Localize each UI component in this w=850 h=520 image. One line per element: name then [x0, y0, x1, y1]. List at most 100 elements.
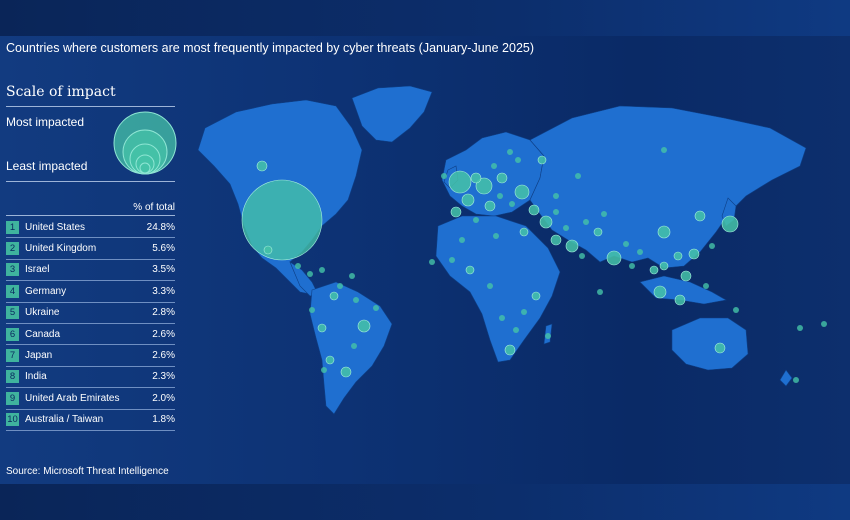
- legend-divider-top: [6, 106, 175, 107]
- bubble-singapore: [653, 285, 667, 299]
- rank-badge: 4: [6, 284, 19, 298]
- source-note: Source: Microsoft Threat Intelligence: [6, 466, 169, 477]
- legend-most-label: Most impacted: [6, 115, 85, 129]
- bubble-brazil: [357, 319, 371, 333]
- bubble-philippines: [680, 270, 692, 282]
- bubble-south-africa: [504, 344, 516, 356]
- rank-badge: 6: [6, 327, 19, 341]
- country-name: Australia / Taiwan: [25, 414, 104, 426]
- country-name: Israel: [25, 264, 50, 276]
- top-band: [0, 0, 850, 36]
- bubble-turkey: [528, 204, 540, 216]
- country-name: India: [25, 371, 47, 383]
- rank-badge: 5: [6, 306, 19, 320]
- bubble-korea: [694, 210, 706, 222]
- greenland: [351, 85, 433, 143]
- rank-badge: 10: [6, 413, 19, 427]
- country-name: Ukraine: [25, 307, 60, 319]
- table-row: 5 Ukraine 2.8%: [6, 303, 175, 324]
- bubble-united-states: [241, 179, 323, 261]
- bubble-colombia: [329, 291, 339, 301]
- bubble-taiwan: [688, 248, 700, 260]
- bubble-italy: [484, 200, 496, 212]
- bubble-united-kingdom: [448, 170, 472, 194]
- bubble-france: [461, 193, 475, 207]
- impact-bubbles: [241, 155, 739, 378]
- country-pct: 24.8%: [146, 221, 175, 233]
- bubble-hong-kong: [673, 251, 683, 261]
- country-name: United States: [25, 221, 86, 233]
- bubble-uae: [565, 239, 579, 253]
- bubble-pakistan: [593, 227, 603, 237]
- bubble-poland: [496, 172, 508, 184]
- country-pct: 5.6%: [152, 243, 175, 255]
- legend-divider-bottom: [6, 181, 175, 182]
- small-bubbles: [295, 147, 827, 383]
- bubble-spain: [450, 206, 462, 218]
- bubble-peru: [317, 323, 327, 333]
- table-row: 2 United Kingdom 5.6%: [6, 238, 175, 260]
- south-america: [309, 281, 393, 415]
- rank-badge: 1: [6, 220, 19, 234]
- bubble-saudi: [550, 234, 562, 246]
- bubble-mexico: [263, 245, 273, 255]
- table-row: 6 Canada 2.6%: [6, 324, 175, 346]
- bubble-kenya: [531, 291, 541, 301]
- africa: [435, 215, 561, 363]
- country-pct: 2.3%: [152, 371, 175, 383]
- bubble-chile: [325, 355, 335, 365]
- bubble-japan: [721, 215, 739, 233]
- legend-scale-circles: [113, 111, 177, 175]
- rank-badge: 7: [6, 349, 19, 363]
- bubble-russia: [537, 155, 547, 165]
- table-row: 3 Israel 3.5%: [6, 260, 175, 282]
- bubble-vietnam: [659, 261, 669, 271]
- bubble-indonesia: [674, 294, 686, 306]
- table-row: 10 Australia / Taiwan 1.8%: [6, 410, 175, 431]
- bubble-ukraine: [514, 184, 530, 200]
- pct-header: % of total: [133, 202, 175, 213]
- country-pct: 3.3%: [152, 285, 175, 297]
- rank-badge: 3: [6, 263, 19, 277]
- rank-badge: 9: [6, 391, 19, 405]
- legend-title: Scale of impact: [6, 84, 116, 100]
- country-name: United Arab Emirates: [25, 392, 120, 404]
- country-name: Japan: [25, 350, 53, 362]
- table-row: 9 United Arab Emirates 2.0%: [6, 388, 175, 410]
- legend-least-label: Least impacted: [6, 159, 88, 173]
- bubble-argentina: [340, 366, 352, 378]
- table-row: 1 United States 24.8%: [6, 217, 175, 239]
- new-zealand: [779, 369, 793, 387]
- country-name: Germany: [25, 285, 67, 297]
- rank-table: 1 United States 24.8% 2 United Kingdom 5…: [6, 217, 175, 431]
- bubble-germany: [475, 177, 493, 195]
- bottom-band: [0, 484, 850, 520]
- country-name: Canada: [25, 328, 61, 340]
- table-divider-top: [6, 215, 175, 216]
- bubble-netherlands: [470, 172, 482, 184]
- bubble-nigeria: [465, 265, 475, 275]
- bubble-india: [606, 250, 622, 266]
- page-title: Countries where customers are most frequ…: [6, 41, 535, 55]
- country-pct: 2.6%: [152, 328, 175, 340]
- bubble-thailand: [649, 265, 659, 275]
- country-name: United Kingdom: [25, 243, 97, 255]
- country-pct: 1.8%: [152, 414, 175, 426]
- country-pct: 2.6%: [152, 350, 175, 362]
- table-row: 8 India 2.3%: [6, 367, 175, 389]
- country-pct: 2.8%: [152, 307, 175, 319]
- country-pct: 2.0%: [152, 392, 175, 404]
- rank-badge: 8: [6, 370, 19, 384]
- bubble-canada: [256, 160, 268, 172]
- australia: [671, 317, 749, 371]
- rank-badge: 2: [6, 242, 19, 256]
- bubble-egypt: [519, 227, 529, 237]
- bubble-australia: [714, 342, 726, 354]
- table-row: 7 Japan 2.6%: [6, 345, 175, 367]
- table-row: 4 Germany 3.3%: [6, 281, 175, 303]
- bubble-israel: [539, 215, 553, 229]
- bubble-china: [657, 225, 671, 239]
- country-pct: 3.5%: [152, 264, 175, 276]
